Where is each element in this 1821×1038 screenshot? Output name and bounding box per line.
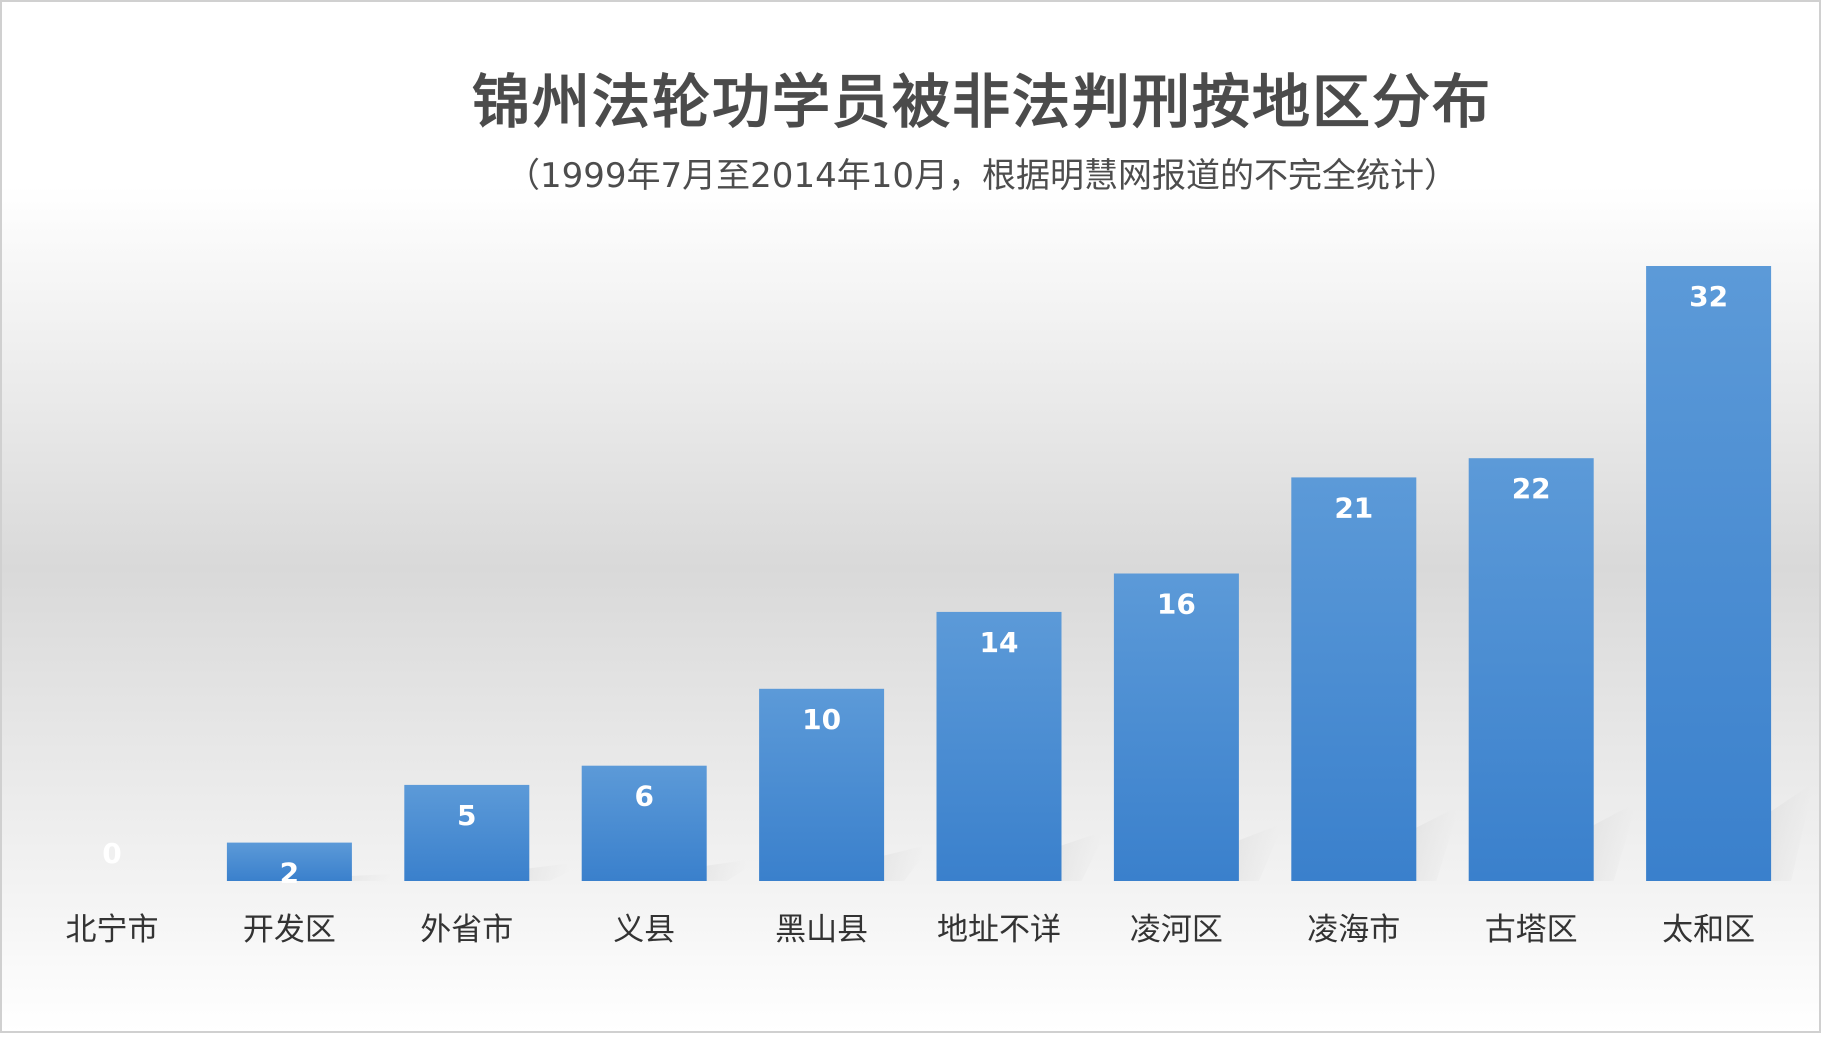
category-label-4: 黑山县: [775, 912, 868, 948]
category-label-7: 凌海市: [1307, 912, 1400, 948]
value-label-8: 22: [1512, 472, 1551, 505]
category-label-0: 北宁市: [66, 912, 159, 948]
chart-subtitle: （1999年7月至2014年10月，根据明慧网报道的不完全统计）: [506, 156, 1458, 196]
value-label-3: 6: [634, 780, 653, 813]
category-label-1: 开发区: [243, 912, 336, 948]
category-label-6: 凌河区: [1130, 912, 1223, 948]
bar-7: [1291, 477, 1417, 881]
bar-5: [936, 611, 1062, 881]
bar-8: [1468, 458, 1594, 881]
bar-9: [1646, 266, 1772, 881]
chart-title: 锦州法轮功学员被非法判刑按地区分布: [472, 68, 1492, 136]
value-label-6: 16: [1157, 588, 1196, 621]
value-label-1: 2: [280, 857, 299, 890]
category-labels: 北宁市 开发区 外省市 义县 黑山县 地址不详 凌河区 凌海市 古塔区 太和区: [66, 912, 1756, 948]
bar-1: [226, 842, 352, 881]
value-label-9: 32: [1689, 280, 1728, 313]
value-label-4: 10: [802, 703, 841, 736]
bar-3: [581, 765, 707, 881]
bar-2: [404, 784, 530, 881]
bar-6: [1113, 573, 1239, 881]
category-label-9: 太和区: [1662, 912, 1755, 948]
bar-4: [759, 688, 885, 881]
category-label-5: 地址不详: [937, 912, 1061, 948]
value-label-7: 21: [1334, 491, 1373, 524]
bars: [226, 266, 1772, 881]
value-label-0: 0: [102, 837, 121, 870]
value-label-2: 5: [457, 799, 476, 832]
value-labels: 0 2 5 6 10 14 16 21 22 32: [102, 280, 1728, 890]
value-label-5: 14: [980, 626, 1019, 659]
category-label-8: 古塔区: [1485, 912, 1578, 948]
category-label-3: 义县: [613, 912, 675, 948]
category-label-2: 外省市: [420, 912, 513, 948]
